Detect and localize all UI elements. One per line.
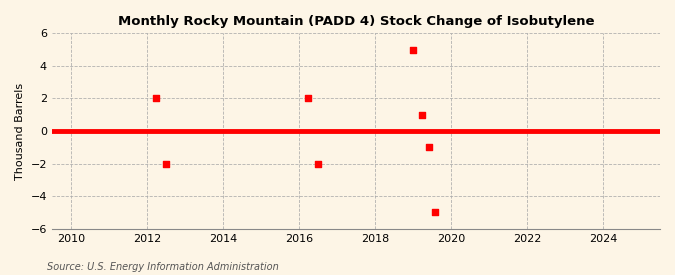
Title: Monthly Rocky Mountain (PADD 4) Stock Change of Isobutylene: Monthly Rocky Mountain (PADD 4) Stock Ch… (117, 15, 594, 28)
Y-axis label: Thousand Barrels: Thousand Barrels (15, 82, 25, 180)
Text: Source: U.S. Energy Information Administration: Source: U.S. Energy Information Administ… (47, 262, 279, 272)
Point (417, 112, 428, 117)
Point (408, 47, 418, 52)
Point (313, 161, 323, 166)
Point (423, 145, 434, 149)
Point (429, 210, 440, 214)
Point (303, 96, 314, 101)
Point (161, 161, 171, 166)
Point (151, 96, 162, 101)
